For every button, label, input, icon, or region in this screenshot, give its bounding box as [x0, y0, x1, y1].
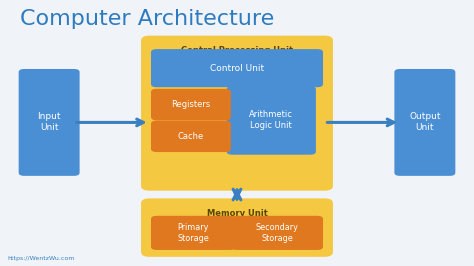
Text: Computer Architecture: Computer Architecture — [19, 9, 274, 29]
Text: Input
Unit: Input Unit — [37, 112, 61, 132]
FancyBboxPatch shape — [394, 69, 456, 176]
FancyBboxPatch shape — [227, 86, 316, 155]
Text: Memory Unit: Memory Unit — [207, 209, 267, 218]
FancyBboxPatch shape — [151, 216, 236, 250]
FancyBboxPatch shape — [151, 120, 231, 152]
Text: Secondary
Storage: Secondary Storage — [256, 223, 299, 243]
FancyBboxPatch shape — [141, 36, 333, 191]
FancyBboxPatch shape — [141, 198, 333, 257]
FancyBboxPatch shape — [151, 49, 323, 87]
Text: https://WentzWu.com: https://WentzWu.com — [8, 256, 75, 261]
FancyBboxPatch shape — [18, 69, 80, 176]
Text: Primary
Storage: Primary Storage — [177, 223, 209, 243]
Text: Registers: Registers — [171, 100, 210, 109]
FancyBboxPatch shape — [231, 216, 323, 250]
Text: Cache: Cache — [178, 132, 204, 141]
FancyBboxPatch shape — [151, 89, 231, 120]
Text: Control Unit: Control Unit — [210, 64, 264, 73]
Text: Arithmetic
Logic Unit: Arithmetic Logic Unit — [249, 110, 293, 131]
Text: Output
Unit: Output Unit — [409, 112, 441, 132]
Text: Central Processing Unit: Central Processing Unit — [181, 46, 293, 55]
